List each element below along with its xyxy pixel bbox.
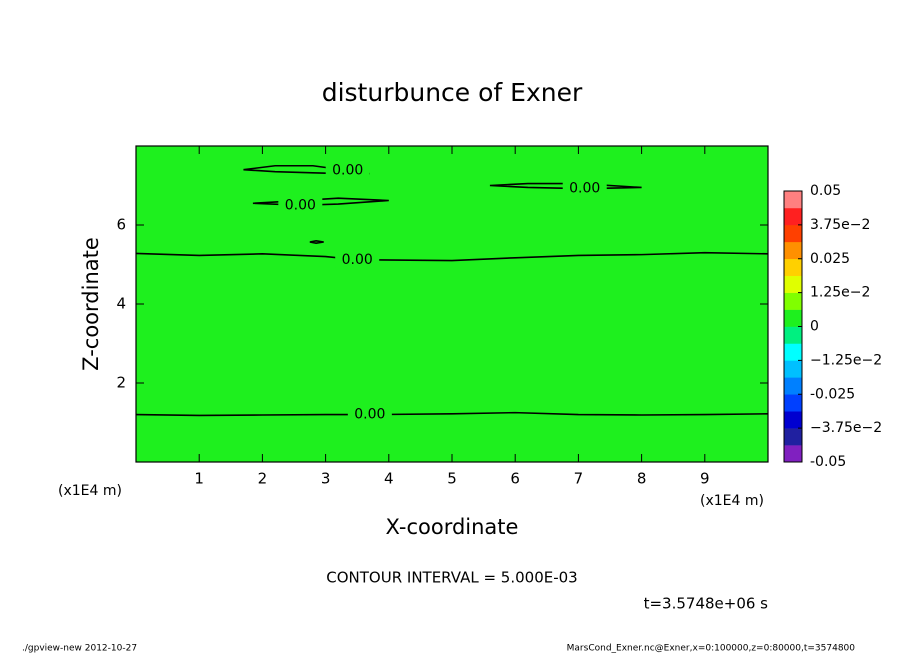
colorbar-cell xyxy=(784,445,802,463)
colorbar-tick-label: 3.75e−2 xyxy=(810,217,870,233)
colorbar-cell xyxy=(784,411,802,429)
colorbar-tick-label: -0.025 xyxy=(810,386,855,402)
y-tick-label: 4 xyxy=(116,295,126,313)
contour-line xyxy=(489,182,642,190)
contour-label-bg xyxy=(325,162,370,179)
colorbar-cell xyxy=(784,360,802,378)
colorbar-cell xyxy=(784,377,802,395)
footer-right: MarsCond_Exner.nc@Exner,x=0:100000,z=0:8… xyxy=(567,644,856,654)
x-unit: (x1E4 m) xyxy=(58,483,122,499)
contour-label-bg xyxy=(278,197,323,214)
colorbar-tick-label: 0.025 xyxy=(810,251,850,267)
colorbar-cell xyxy=(784,326,802,344)
contour-label: 0.00 xyxy=(285,197,316,213)
chart-title: disturbunce of Exner xyxy=(322,78,583,107)
x-tick-label: 5 xyxy=(447,470,457,488)
colorbar-cell xyxy=(784,275,802,293)
contour-label-bg xyxy=(335,251,380,268)
colorbar-tick-label: -0.05 xyxy=(810,454,846,470)
x-tick-label: 6 xyxy=(510,470,520,488)
x-tick-label: 3 xyxy=(321,470,331,488)
colorbar-cell xyxy=(784,394,802,412)
colorbar-cell xyxy=(784,343,802,361)
colorbar-tick-label: −1.25e−2 xyxy=(810,352,882,368)
contour-line xyxy=(135,411,769,417)
colorbar-cell xyxy=(784,258,802,276)
colorbar-cell xyxy=(784,207,802,226)
contour-line xyxy=(243,164,370,175)
colorbar-cell xyxy=(784,428,802,446)
x-tick-label: 1 xyxy=(194,470,204,488)
colorbar-cell xyxy=(784,191,802,209)
colorbar-cell xyxy=(784,292,802,310)
x-tick-label: 8 xyxy=(637,470,647,488)
colorbar-cell xyxy=(784,224,802,243)
y-axis-label: Z-coordinate xyxy=(79,237,103,371)
contour-interval: CONTOUR INTERVAL = 5.000E-03 xyxy=(326,569,577,587)
contour-label: 0.00 xyxy=(342,252,373,268)
contour-label-bg xyxy=(347,406,392,423)
x-tick-label: 4 xyxy=(384,470,394,488)
colorbar-cell xyxy=(784,309,802,327)
contour-label-bg xyxy=(562,180,607,197)
x-tick-label: 2 xyxy=(258,470,268,488)
x-unit: (x1E4 m) xyxy=(700,493,764,509)
x-tick-label: 7 xyxy=(574,470,584,488)
colorbar-tick-label: 0.05 xyxy=(810,183,841,199)
contour-line xyxy=(135,251,769,262)
y-tick-label: 6 xyxy=(116,216,126,234)
footer-left: ./gpview-new 2012-10-27 xyxy=(22,644,137,654)
colorbar-cell xyxy=(784,241,802,260)
x-axis-label: X-coordinate xyxy=(386,515,519,539)
time-note: t=3.5748e+06 s xyxy=(644,595,769,613)
y-tick-label: 2 xyxy=(116,374,126,392)
contour-label: 0.00 xyxy=(332,162,363,178)
contour-label: 0.00 xyxy=(354,407,385,423)
contour-label: 0.00 xyxy=(569,181,600,197)
colorbar-tick-label: 0 xyxy=(810,319,819,335)
contour-line xyxy=(309,239,324,244)
colorbar-tick-label: −3.75e−2 xyxy=(810,420,882,436)
colorbar-tick-label: 1.25e−2 xyxy=(810,285,870,301)
x-tick-label: 9 xyxy=(700,470,710,488)
plot-fill xyxy=(136,146,768,462)
